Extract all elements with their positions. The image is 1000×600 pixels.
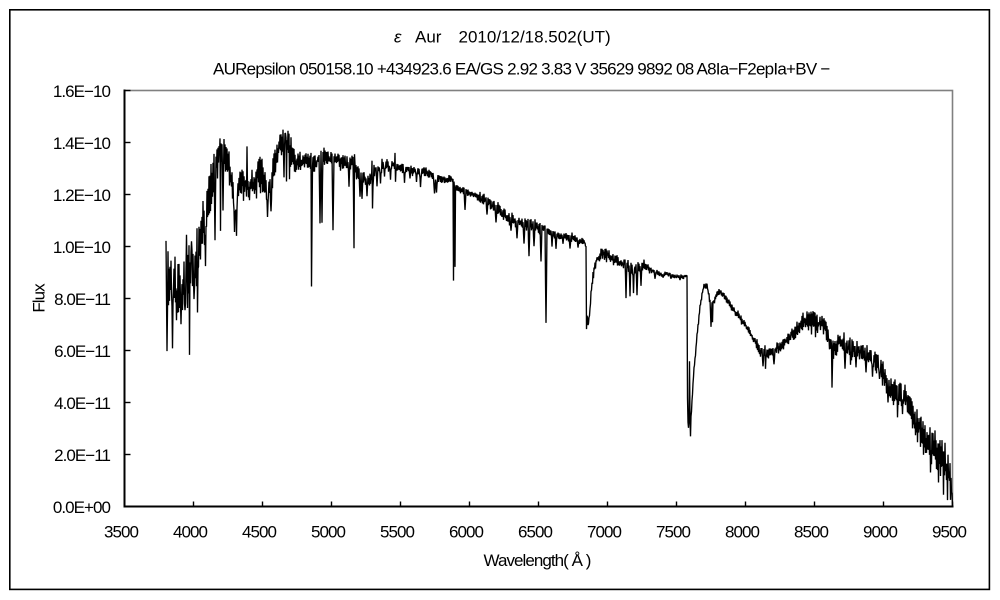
svg-text:6.0E−11: 6.0E−11 [54, 342, 110, 361]
svg-text:8000: 8000 [725, 523, 760, 542]
svg-text:8.0E−11: 8.0E−11 [54, 290, 110, 309]
svg-text:9500: 9500 [932, 523, 967, 542]
svg-text:1.0E−10: 1.0E−10 [53, 238, 111, 257]
svg-text:6500: 6500 [518, 523, 553, 542]
svg-text:5000: 5000 [311, 523, 346, 542]
svg-text:1.2E−10: 1.2E−10 [53, 186, 111, 205]
svg-text:6000: 6000 [449, 523, 484, 542]
svg-text:9000: 9000 [863, 523, 898, 542]
svg-text:AURepsilon 050158.10 +434923.6: AURepsilon 050158.10 +434923.6 EA/GS 2.9… [213, 60, 830, 79]
svg-text:3500: 3500 [104, 523, 139, 542]
svg-text:Aur: Aur [415, 28, 442, 47]
svg-text:4000: 4000 [173, 523, 208, 542]
svg-text:4.0E−11: 4.0E−11 [54, 394, 110, 413]
svg-text:5500: 5500 [380, 523, 415, 542]
svg-text:Wavelength( Å ): Wavelength( Å ) [484, 551, 591, 570]
svg-text:7000: 7000 [587, 523, 622, 542]
svg-text:ε: ε [394, 28, 402, 47]
svg-text:2010/12/18.502(UT): 2010/12/18.502(UT) [459, 28, 611, 47]
svg-text:1.4E−10: 1.4E−10 [53, 134, 111, 153]
svg-text:0.0E+00: 0.0E+00 [53, 498, 111, 517]
svg-text:Flux: Flux [30, 283, 49, 313]
svg-text:1.6E−10: 1.6E−10 [53, 82, 111, 101]
svg-text:7500: 7500 [656, 523, 691, 542]
svg-text:8500: 8500 [794, 523, 829, 542]
svg-text:4500: 4500 [242, 523, 277, 542]
svg-text:2.0E−11: 2.0E−11 [54, 446, 110, 465]
